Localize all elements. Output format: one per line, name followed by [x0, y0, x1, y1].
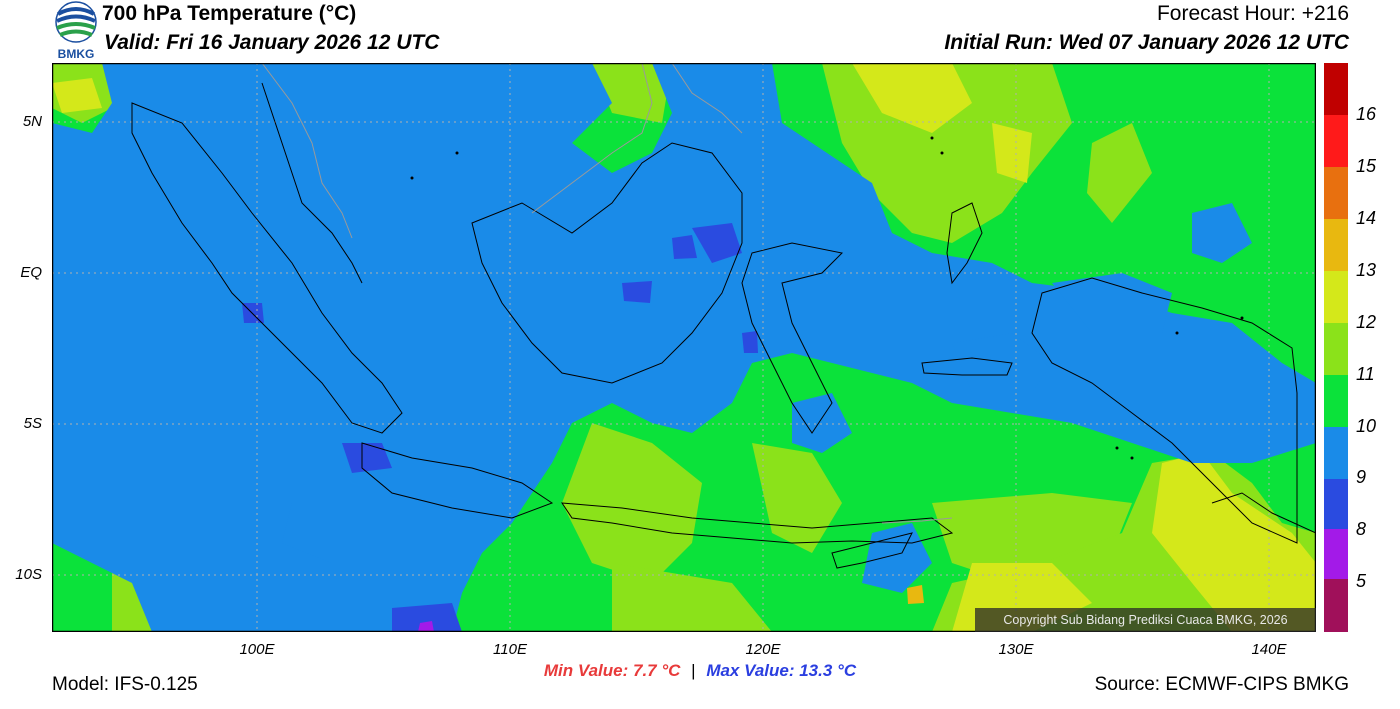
australia-coast	[1211, 492, 1316, 534]
legend-swatch-3	[1324, 219, 1348, 271]
lat-label-5s: 5S	[23, 415, 42, 432]
copyright-note: Copyright Sub Bidang Prediksi Cuaca BMKG…	[975, 608, 1316, 632]
lon-label-140e: 140E	[1251, 641, 1287, 658]
logo-text: BMKG	[58, 47, 95, 60]
bmkg-logo: BMKG	[55, 1, 97, 60]
graticule	[52, 63, 1316, 632]
lat-label-5n: 5N	[22, 113, 42, 130]
legend-label-9: 9	[1356, 467, 1367, 487]
max-value: Max Value: 13.3 °C	[706, 661, 857, 680]
legend-swatch-6	[1324, 375, 1348, 427]
legend-label-12: 12	[1356, 312, 1377, 332]
lon-label-100e: 100E	[239, 641, 275, 658]
legend-swatch-0	[1324, 63, 1348, 115]
legend-swatch-8	[1324, 479, 1348, 529]
legend-label-11: 11	[1356, 364, 1375, 384]
legend-swatch-1	[1324, 115, 1348, 167]
legend-swatch-2	[1324, 167, 1348, 219]
legend-label-5: 5	[1356, 571, 1367, 591]
min-max-values: Min Value: 7.7 °C | Max Value: 13.3 °C	[0, 661, 1400, 681]
min-value: Min Value: 7.7 °C	[543, 661, 681, 680]
map-title: 700 hPa Temperature (°C)	[102, 2, 357, 25]
model-label: Model: IFS-0.125	[52, 674, 198, 695]
legend-swatch-5	[1324, 323, 1348, 375]
temperature-map	[52, 63, 1316, 632]
island-specks	[410, 136, 1244, 460]
sumatra-coast	[131, 102, 403, 434]
hot-spot	[907, 585, 924, 604]
legend-label-8: 8	[1356, 519, 1367, 539]
coastlines	[131, 82, 1316, 569]
sulawesi-coast	[741, 242, 844, 434]
initial-run: Initial Run: Wed 07 January 2026 12 UTC	[944, 31, 1349, 54]
lat-label-eq: EQ	[20, 264, 42, 281]
nusa-tenggara-coast	[561, 502, 954, 544]
warmer-areas	[52, 63, 1316, 632]
valid-time: Valid: Fri 16 January 2026 12 UTC	[104, 31, 440, 54]
legend-colorbar	[1324, 63, 1348, 632]
borneo-coast	[471, 142, 743, 384]
cool-areas	[52, 63, 1316, 632]
cold-spots	[242, 223, 758, 632]
legend-swatch-7	[1324, 427, 1348, 479]
map-frame	[52, 63, 1316, 632]
legend-label-10: 10	[1356, 416, 1377, 436]
timor-coast	[831, 532, 913, 569]
legend-label-14: 14	[1356, 208, 1377, 228]
lat-label-10s: 10S	[15, 566, 42, 583]
coldest-spot	[418, 621, 434, 632]
legend-swatch-9	[1324, 529, 1348, 579]
source-label: Source: ECMWF-CIPS BMKG	[1094, 674, 1349, 695]
forecast-hour: Forecast Hour: +216	[1156, 2, 1349, 25]
legend-swatch-4	[1324, 271, 1348, 323]
seram-coast	[921, 357, 1013, 376]
new-guinea-coast	[1031, 277, 1298, 544]
halmahera-coast	[946, 202, 983, 285]
legend-swatch-10	[1324, 579, 1348, 632]
lon-label-130e: 130E	[998, 641, 1034, 658]
lon-label-110e: 110E	[493, 641, 527, 658]
java-coast	[361, 442, 554, 519]
legend-label-15: 15	[1356, 156, 1377, 176]
separator: |	[691, 661, 696, 680]
legend-label-16: 16	[1356, 104, 1377, 124]
borders-gray	[261, 63, 953, 524]
malay-peninsula-coast	[261, 82, 363, 284]
lon-label-120e: 120E	[745, 641, 781, 658]
legend-label-13: 13	[1356, 260, 1377, 280]
